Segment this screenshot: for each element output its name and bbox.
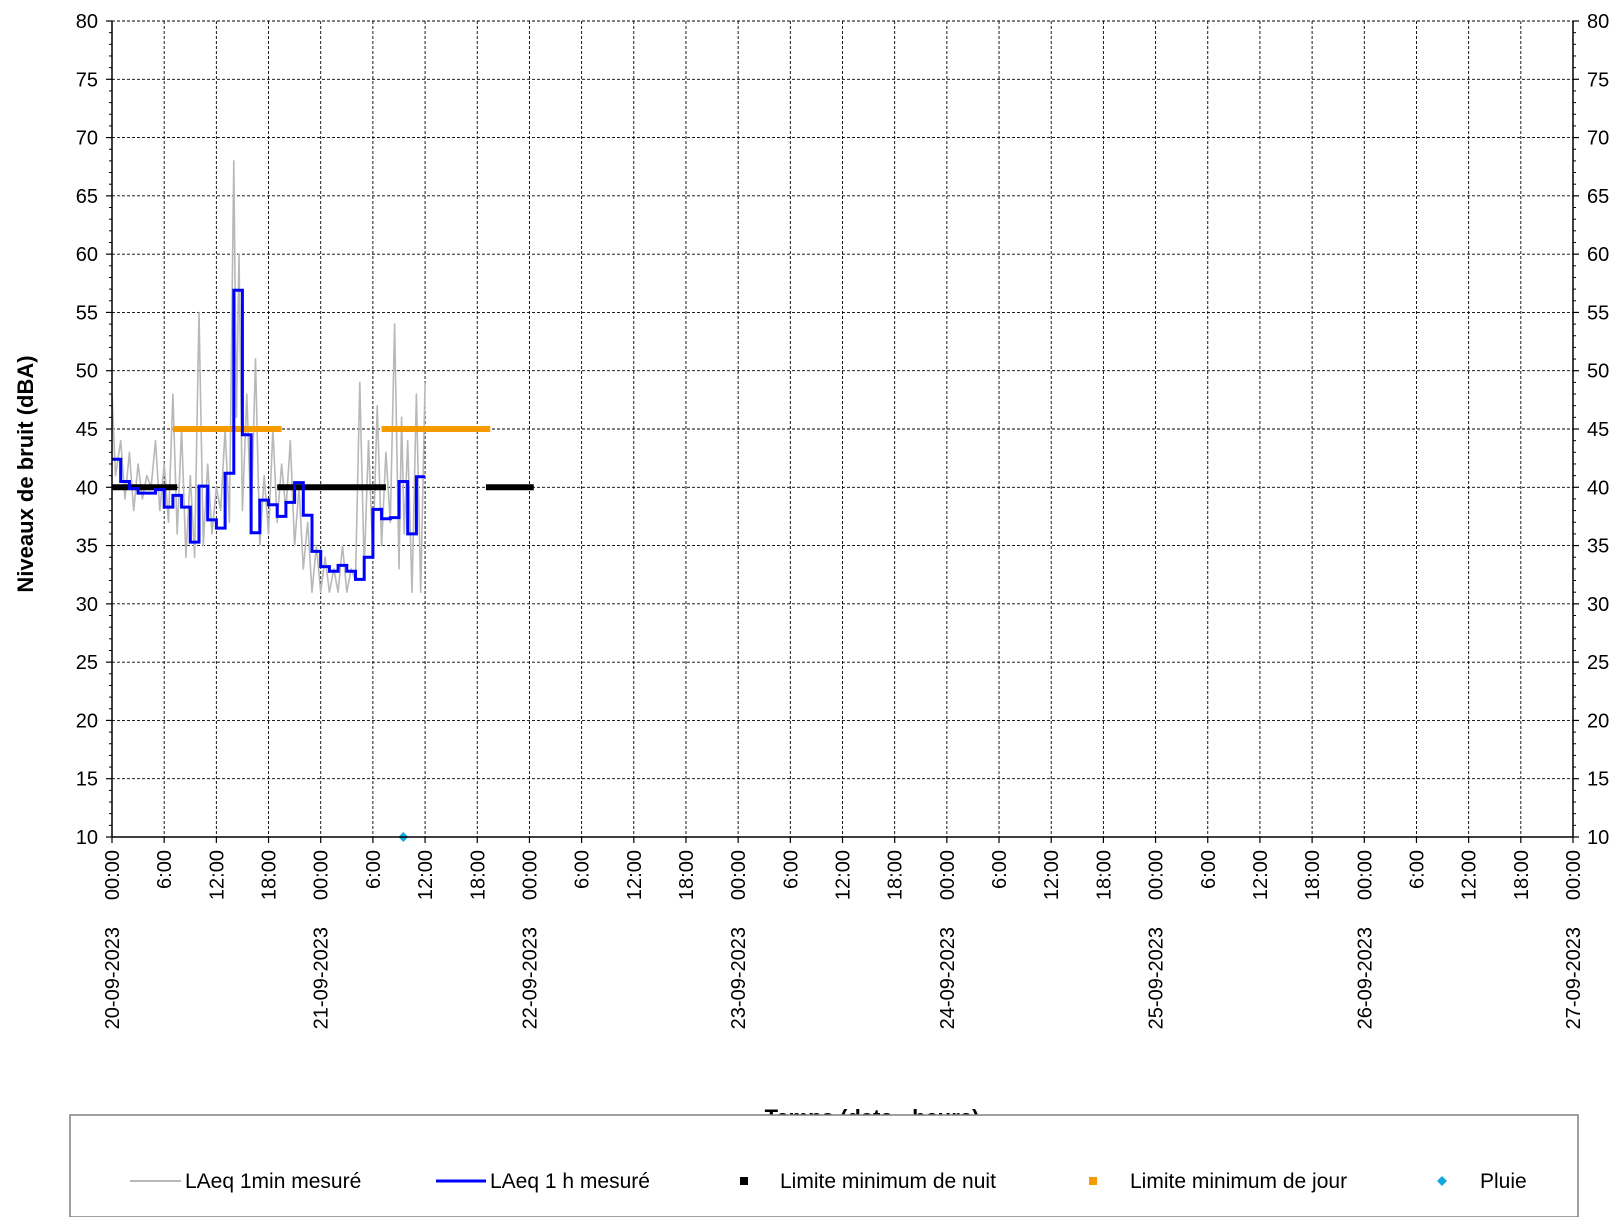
legend-label: LAeq 1 h mesuré	[490, 1170, 650, 1193]
y-tick-label: 30	[76, 594, 98, 616]
y-tick-label-right: 55	[1587, 302, 1609, 324]
legend: LAeq 1min mesuré LAeq 1 h mesuré Limite mi…	[69, 1114, 1579, 1217]
legend-label: LAeq 1min mesuré	[185, 1170, 361, 1193]
legend-symbol-2	[740, 1177, 748, 1185]
x-time-label: 18:00	[259, 850, 281, 900]
y-tick-label: 60	[76, 244, 98, 266]
x-time-label: 6:00	[989, 850, 1011, 889]
x-time-label: 18:00	[676, 850, 698, 900]
x-time-label: 6:00	[1198, 850, 1220, 889]
y-tick-label-right: 50	[1587, 361, 1609, 383]
y-tick-label-right: 15	[1587, 769, 1609, 791]
y-tick-label: 65	[76, 186, 98, 208]
x-time-label: 6:00	[154, 850, 176, 889]
y-tick-label: 20	[76, 710, 98, 732]
x-time-label: 18:00	[1511, 850, 1533, 900]
x-time-label: 12:00	[1459, 850, 1481, 900]
y-tick-label-right: 70	[1587, 128, 1609, 150]
y-tick-label: 75	[76, 69, 98, 91]
x-time-label: 18:00	[1093, 850, 1115, 900]
y-tick-label: 40	[76, 477, 98, 499]
y-tick-label-right: 80	[1587, 11, 1609, 33]
legend-symbol-4	[1437, 1176, 1447, 1186]
x-time-label: 18:00	[467, 850, 489, 900]
y-tick-label-right: 30	[1587, 594, 1609, 616]
x-time-label: 12:00	[833, 850, 855, 900]
y-tick-label-right: 35	[1587, 536, 1609, 558]
legend-label: Limite minimum de nuit	[780, 1170, 996, 1193]
grid	[112, 20, 1573, 837]
y-tick-label-right: 75	[1587, 69, 1609, 91]
x-date-label: 25-09-2023	[1146, 927, 1168, 1029]
x-time-label: 00:00	[1563, 850, 1585, 900]
legend-box	[69, 1114, 1579, 1217]
x-time-label: 6:00	[780, 850, 802, 889]
series-layer	[111, 160, 534, 842]
legend-label: Pluie	[1480, 1170, 1527, 1193]
x-time-label: 6:00	[363, 850, 385, 889]
y-tick-label-right: 10	[1587, 827, 1609, 849]
y-tick-label: 25	[76, 652, 98, 674]
x-time-label: 00:00	[519, 850, 541, 900]
x-time-label: 18:00	[1302, 850, 1324, 900]
x-date-label: 20-09-2023	[102, 927, 124, 1029]
axes	[106, 20, 1579, 843]
legend-label: Limite minimum de jour	[1130, 1170, 1347, 1193]
x-time-label: 00:00	[1146, 850, 1168, 900]
y-tick-label: 45	[76, 419, 98, 441]
y-tick-label-right: 40	[1587, 477, 1609, 499]
x-time-label: 00:00	[1354, 850, 1376, 900]
tick-labels: 10 10 15 15 20 20 25 25 30 30 35 35 40 40 45 45 50 50 55 55…	[76, 11, 1610, 1029]
x-date-label: 23-09-2023	[728, 927, 750, 1029]
x-time-label: 12:00	[206, 850, 228, 900]
y-tick-label-right: 65	[1587, 186, 1609, 208]
series-laeq-1h-line	[112, 288, 426, 581]
x-date-label: 21-09-2023	[311, 927, 333, 1029]
x-date-label: 22-09-2023	[519, 927, 541, 1029]
legend-symbol-3	[1089, 1177, 1097, 1185]
y-tick-label: 10	[76, 827, 98, 849]
y-tick-label-right: 25	[1587, 652, 1609, 674]
x-time-label: 12:00	[1041, 850, 1063, 900]
x-time-label: 12:00	[415, 850, 437, 900]
x-date-label: 24-09-2023	[937, 927, 959, 1029]
y-tick-label: 35	[76, 536, 98, 558]
x-time-label: 00:00	[937, 850, 959, 900]
y-tick-label-right: 60	[1587, 244, 1609, 266]
x-date-label: 27-09-2023	[1563, 927, 1585, 1029]
x-time-label: 6:00	[1406, 850, 1428, 889]
y-tick-label: 15	[76, 769, 98, 791]
x-time-label: 12:00	[1250, 850, 1272, 900]
x-date-label: 26-09-2023	[1354, 927, 1376, 1029]
x-time-label: 6:00	[572, 850, 594, 889]
y-tick-label: 50	[76, 361, 98, 383]
x-time-label: 18:00	[885, 850, 907, 900]
y-axis-title: Niveaux de bruit (dBA)	[13, 355, 38, 592]
y-tick-label: 70	[76, 128, 98, 150]
y-tick-label-right: 20	[1587, 710, 1609, 732]
series-laeq-1min-line	[111, 160, 426, 594]
x-time-label: 00:00	[311, 850, 333, 900]
y-tick-label: 80	[76, 11, 98, 33]
y-tick-label: 55	[76, 302, 98, 324]
y-tick-label-right: 45	[1587, 419, 1609, 441]
x-time-label: 00:00	[728, 850, 750, 900]
x-time-label: 12:00	[624, 850, 646, 900]
x-time-label: 00:00	[102, 850, 124, 900]
